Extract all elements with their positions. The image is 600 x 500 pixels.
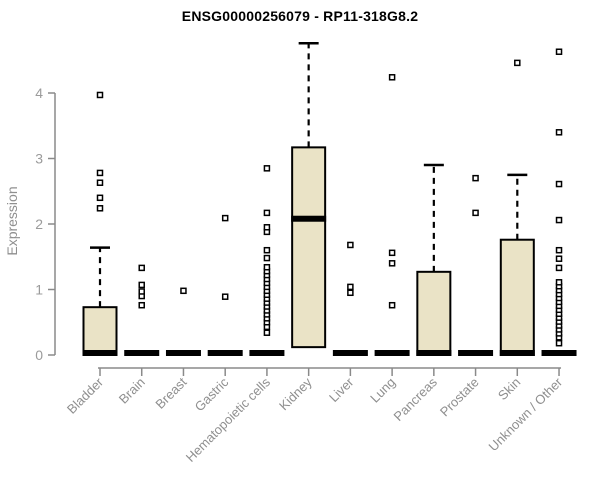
outlier-point-hematopoietic-cells [263, 209, 271, 217]
median-gastric [207, 350, 243, 356]
outlier-point-unknown-other [555, 129, 563, 136]
category-label-liver: Liver [326, 374, 357, 405]
median-skin [499, 350, 535, 356]
outlier-point-unknown-other [555, 216, 563, 224]
outlier-point-bladder [96, 205, 104, 212]
y-tick-label: 2 [35, 216, 43, 232]
outlier-point-breast [180, 287, 187, 295]
outlier-point-unknown-other [555, 264, 563, 272]
outlier-point-hematopoietic-cells [263, 246, 271, 254]
category-label-pancreas: Pancreas [391, 374, 441, 424]
median-liver [332, 350, 368, 356]
outlier-point-hematopoietic-cells [263, 263, 271, 271]
outlier-point-prostate [472, 174, 479, 182]
median-prostate [458, 350, 494, 356]
outlier-point-lung [388, 249, 396, 257]
outlier-point-unknown-other [555, 246, 563, 254]
y-axis-label: Expression [4, 186, 20, 256]
outlier-point-bladder [96, 179, 104, 186]
outlier-point-bladder [96, 91, 104, 99]
outlier-point-liver [347, 241, 354, 249]
category-label-brain: Brain [116, 375, 148, 407]
y-tick-label: 4 [35, 85, 43, 101]
outlier-point-liver [347, 289, 354, 297]
median-bladder [82, 350, 118, 356]
outlier-point-unknown-other [555, 255, 563, 262]
median-kidney [291, 215, 327, 222]
box-bladder [82, 306, 118, 356]
outlier-point-unknown-other [555, 279, 563, 286]
median-brain [124, 350, 160, 356]
outlier-point-prostate [472, 209, 479, 217]
outlier-point-hematopoietic-cells [263, 224, 271, 231]
category-label-bladder: Bladder [64, 374, 107, 417]
median-pancreas [416, 350, 452, 356]
category-label-gastric: Gastric [192, 374, 232, 414]
outlier-point-gastric [221, 293, 229, 300]
outlier-point-unknown-other [555, 339, 563, 347]
outlier-point-brain [138, 301, 145, 309]
category-label-breast: Breast [152, 374, 189, 411]
chart-title: ENSG00000256079 - RP11-318G8.2 [181, 8, 419, 24]
outlier-point-bladder [96, 169, 104, 177]
box-pancreas [416, 270, 452, 356]
y-tick-label: 0 [35, 347, 43, 363]
outlier-point-brain [138, 288, 145, 295]
outlier-point-unknown-other [555, 180, 563, 188]
median-lung [374, 350, 410, 356]
outlier-point-lung [388, 301, 396, 309]
outlier-point-skin [514, 59, 521, 67]
outlier-point-lung [388, 260, 396, 267]
outlier-point-hematopoietic-cells [263, 254, 271, 262]
category-label-skin: Skin [495, 375, 523, 403]
outlier-point-hematopoietic-cells [263, 165, 271, 172]
y-tick-label: 1 [35, 282, 43, 298]
category-label-kidney: Kidney [276, 374, 315, 413]
median-breast [165, 350, 201, 356]
outlier-point-unknown-other [555, 48, 563, 55]
outlier-point-bladder [96, 194, 104, 202]
y-tick-label: 3 [35, 151, 43, 167]
outlier-point-brain [138, 281, 145, 289]
median-hematopoietic-cells [249, 350, 285, 356]
outlier-point-gastric [221, 214, 229, 222]
outlier-point-brain [138, 264, 145, 272]
box-skin [499, 238, 535, 356]
outlier-point-liver [347, 283, 354, 291]
category-label-lung: Lung [367, 375, 398, 406]
box-kidney [291, 146, 327, 349]
category-label-unknown-other: Unknown / Other [486, 374, 566, 454]
median-unknown-other [541, 350, 577, 356]
outlier-point-hematopoietic-cells [263, 329, 271, 336]
category-label-prostate: Prostate [437, 375, 482, 420]
outlier-point-lung [388, 74, 396, 81]
